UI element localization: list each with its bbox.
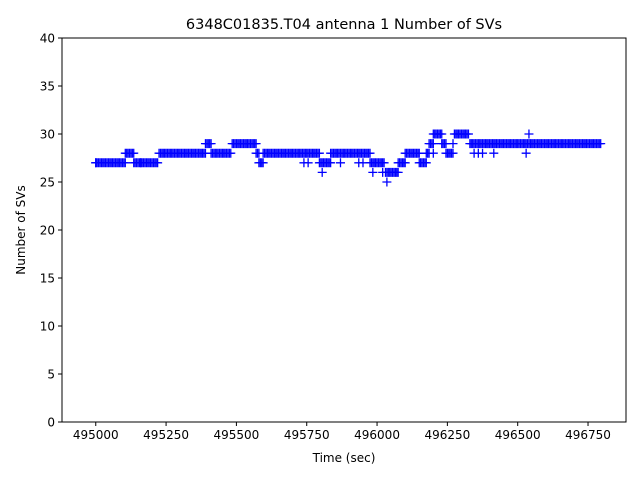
data-point	[303, 158, 313, 168]
data-point	[378, 167, 388, 177]
x-axis-ticks: 495000 495250 495500 495750 496000 496250 4965…	[73, 422, 611, 442]
data-points	[91, 129, 606, 187]
data-point	[314, 148, 324, 158]
data-point	[489, 148, 499, 158]
y-tick-label: 25	[40, 176, 55, 190]
data-point	[335, 158, 345, 168]
y-tick-label: 0	[47, 416, 55, 430]
data-point	[393, 167, 403, 177]
data-point	[463, 129, 473, 139]
data-point	[596, 139, 606, 149]
data-point	[153, 158, 163, 168]
x-tick-label: 496750	[565, 428, 611, 442]
data-point	[448, 148, 458, 158]
data-point	[258, 158, 268, 168]
data-point	[358, 158, 368, 168]
data-point	[120, 158, 130, 168]
y-tick-label: 30	[40, 128, 55, 142]
data-point	[448, 139, 458, 149]
chart-title: 6348C01835.T04 antenna 1 Number of SVs	[186, 17, 502, 33]
data-point	[129, 148, 139, 158]
data-point	[136, 158, 146, 168]
data-point	[400, 158, 410, 168]
y-tick-label: 10	[40, 320, 55, 334]
data-point	[365, 148, 375, 158]
y-tick-label: 40	[40, 32, 55, 46]
data-point	[226, 148, 236, 158]
y-tick-label: 15	[40, 272, 55, 286]
x-tick-label: 496250	[424, 428, 470, 442]
y-tick-label: 20	[40, 224, 55, 238]
data-point	[379, 158, 389, 168]
x-axis-label: Time (sec)	[312, 451, 376, 465]
data-point	[521, 148, 531, 158]
y-tick-label: 5	[47, 368, 55, 382]
x-tick-label: 495750	[284, 428, 330, 442]
data-point	[524, 129, 534, 139]
data-point	[428, 139, 438, 149]
data-point	[326, 158, 336, 168]
data-point	[478, 148, 488, 158]
x-tick-label: 495500	[213, 428, 259, 442]
plot-frame	[61, 37, 627, 423]
data-point	[91, 158, 101, 168]
x-tick-label: 495000	[73, 428, 119, 442]
data-point	[437, 129, 447, 139]
y-axis-label: Number of SVs	[14, 185, 28, 274]
x-tick-label: 496500	[495, 428, 541, 442]
data-point	[421, 158, 431, 168]
data-point	[206, 139, 216, 149]
x-tick-label: 495250	[143, 428, 189, 442]
y-tick-label: 35	[40, 80, 55, 94]
y-axis-ticks: 0 5 10 15 20 25 30 35 40	[40, 32, 62, 430]
data-point	[251, 139, 261, 149]
data-point	[368, 167, 378, 177]
data-point	[317, 167, 327, 177]
x-tick-label: 496000	[354, 428, 400, 442]
data-point	[382, 177, 392, 187]
data-point	[428, 148, 438, 158]
